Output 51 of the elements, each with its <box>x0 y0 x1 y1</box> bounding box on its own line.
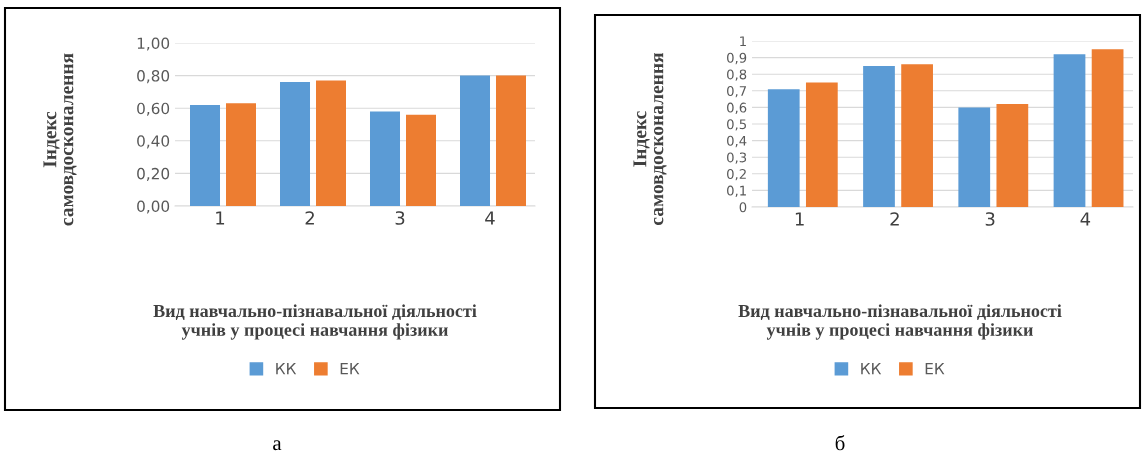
y-tick-label: 0,80 <box>137 70 170 84</box>
bar <box>901 64 933 207</box>
y-tick-label: 0,1 <box>727 185 746 197</box>
bar <box>1053 54 1086 207</box>
x-tick-label: 3 <box>395 211 405 225</box>
y-tick-label: 0,60 <box>137 102 170 116</box>
legend-label: КК <box>276 363 297 375</box>
y-tick-label: 0,3 <box>727 152 747 164</box>
bar <box>316 80 346 206</box>
bar <box>805 82 838 207</box>
bar <box>1091 49 1124 207</box>
y-tick-label: 0,00 <box>137 200 170 214</box>
x-tick-label: 1 <box>216 211 225 225</box>
x-tick-label: 3 <box>985 212 995 226</box>
y-axis-title: Індекс самовдосконалення <box>43 53 77 226</box>
y-axis-title: Індекс самовдосконалення <box>633 52 667 225</box>
bar <box>226 103 256 206</box>
x-tick-label: 2 <box>305 211 314 225</box>
bar <box>767 89 800 207</box>
text: а <box>273 440 282 451</box>
y-tick-label: 0,7 <box>727 86 747 98</box>
bar <box>496 75 526 206</box>
bar <box>370 111 400 206</box>
y-tick-label: 0,40 <box>137 135 170 149</box>
x-tick-label: 4 <box>485 211 495 225</box>
y-tick-label: 0 <box>739 202 747 213</box>
x-axis-title: Вид навчально-пізнавальної діяльності учнів у процесі навчання фізики <box>153 304 477 340</box>
y-tick-label: 1 <box>740 36 746 47</box>
legend-label: КК <box>861 363 882 375</box>
x-tick-label: 4 <box>1080 212 1091 226</box>
y-tick-label: 0,2 <box>727 169 746 181</box>
x-tick-label: 1 <box>795 212 804 226</box>
y-tick-label: 0,5 <box>727 119 746 131</box>
text: б <box>835 435 845 451</box>
y-tick-label: 0,8 <box>727 69 747 81</box>
y-tick-label: 0,20 <box>137 167 170 181</box>
legend-label: ЕК <box>925 363 945 375</box>
y-tick-label: 0,6 <box>727 102 747 114</box>
y-tick-label: 0,9 <box>727 52 747 65</box>
bar <box>280 82 310 206</box>
y-tick-label: 0,4 <box>727 135 747 148</box>
legend-label: ЕК <box>340 363 360 375</box>
bar <box>863 65 895 207</box>
y-tick-label: 1,00 <box>137 37 170 51</box>
x-axis-title: Вид навчально-пізнавальної діяльності учнів у процесі навчання фізики <box>738 304 1062 340</box>
bar <box>996 104 1029 207</box>
bar <box>406 114 436 206</box>
bar <box>460 75 490 206</box>
bar <box>958 107 991 207</box>
bar <box>190 104 220 206</box>
x-tick-label: 2 <box>890 212 899 226</box>
